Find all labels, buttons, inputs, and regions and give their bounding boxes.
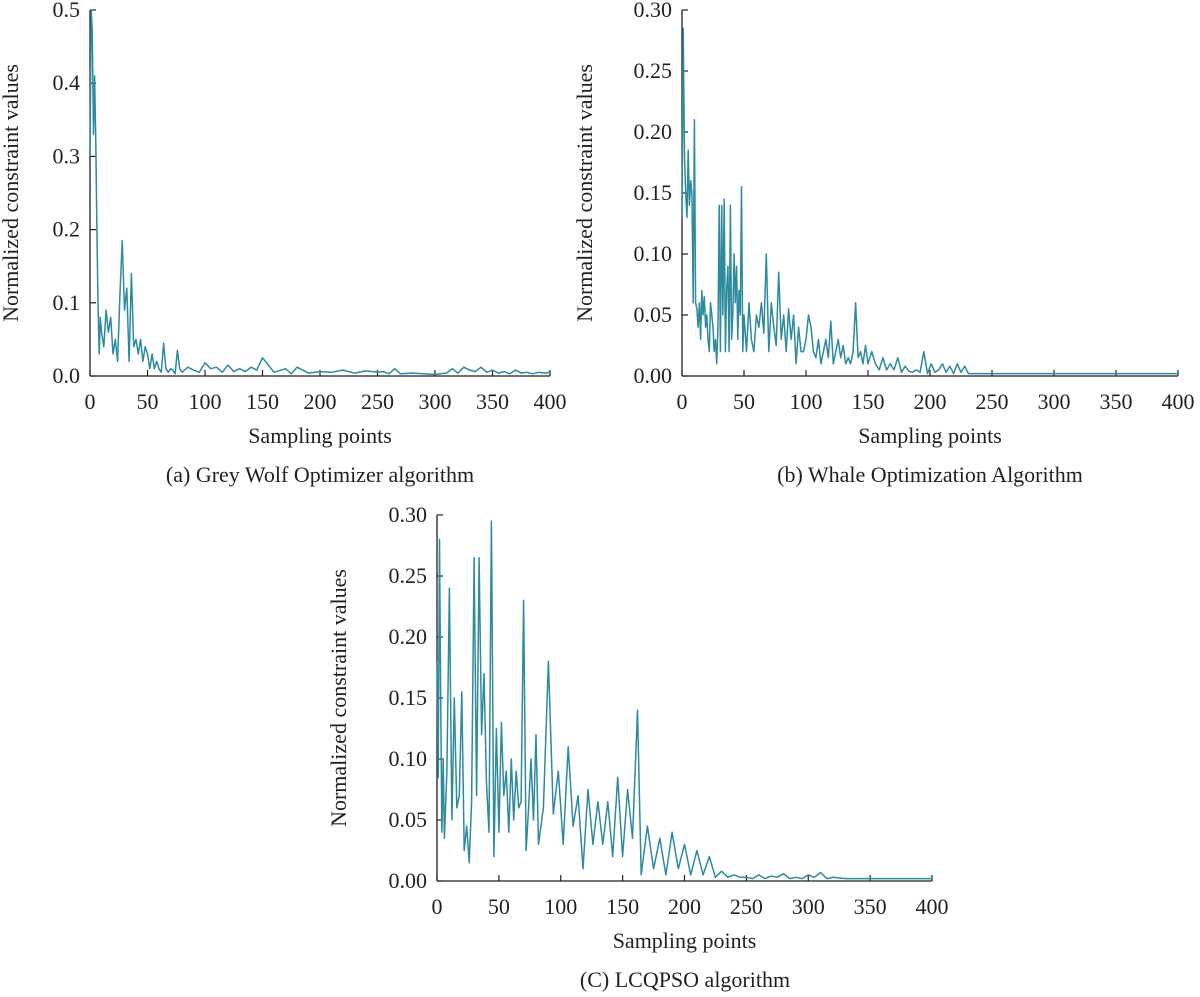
x-tick-label: 250	[361, 389, 394, 414]
y-tick-label: 0.00	[389, 868, 428, 893]
x-tick-label: 350	[854, 894, 887, 919]
series-line	[436, 520, 932, 880]
y-tick-label: 0.05	[634, 302, 673, 327]
x-tick-label: 150	[246, 389, 279, 414]
x-tick-label: 300	[1038, 389, 1071, 414]
x-axis-title: Sampling points	[613, 928, 757, 953]
x-tick-label: 400	[916, 894, 949, 919]
y-tick-label: 0.30	[389, 502, 428, 527]
panel-grey-wolf: 0.0 0.1 0.2 0.3 0.4 0.5 0 50 100 150 200 250 300 350 4…	[0, 0, 567, 487]
x-tick-label: 100	[790, 389, 823, 414]
y-tick-label: 0.0	[53, 363, 81, 388]
x-tick-label: 100	[544, 894, 577, 919]
x-tick-label: 150	[606, 894, 639, 919]
y-tick-label: 0.5	[53, 0, 81, 22]
x-tick-label: 50	[137, 389, 159, 414]
panel-caption: (a) Grey Wolf Optimizer algorithm	[166, 462, 474, 487]
series-line	[681, 27, 1178, 375]
x-tick-label: 300	[419, 389, 452, 414]
x-tick-label: 250	[730, 894, 763, 919]
x-axis-title: Sampling points	[248, 423, 392, 448]
y-tick-label: 0.2	[53, 217, 81, 242]
y-tick-label: 0.10	[389, 746, 428, 771]
y-tick-label: 0.15	[389, 685, 428, 710]
x-tick-label: 50	[488, 894, 510, 919]
x-tick-label: 350	[476, 389, 509, 414]
x-tick-label: 200	[668, 894, 701, 919]
x-axis-title: Sampling points	[858, 423, 1002, 448]
x-tick-label: 400	[534, 389, 567, 414]
y-axis-title: Normalized constraint values	[572, 64, 597, 322]
x-tick-label: 100	[189, 389, 222, 414]
x-tick-label: 150	[852, 389, 885, 414]
x-tick-label: 0	[85, 389, 96, 414]
y-tick-label: 0.25	[634, 58, 673, 83]
series-line	[89, 9, 551, 376]
x-tick-label: 250	[976, 389, 1009, 414]
x-tick-label: 400	[1162, 389, 1195, 414]
panel-whale: 0.00 0.05 0.10 0.15 0.20 0.25 0.30 0 50 100 150 200…	[572, 0, 1195, 487]
x-tick-label: 350	[1100, 389, 1133, 414]
y-tick-label: 0.3	[53, 143, 81, 168]
y-axis-title: Normalized constraint values	[0, 64, 23, 322]
y-tick-label: 0.05	[389, 807, 428, 832]
x-tick-label: 300	[792, 894, 825, 919]
y-tick-label: 0.10	[634, 241, 673, 266]
x-tick-label: 0	[432, 894, 443, 919]
y-tick-label: 0.20	[634, 119, 673, 144]
y-tick-label: 0.00	[634, 363, 673, 388]
panel-lcqpso: 0.00 0.05 0.10 0.15 0.20 0.25 0.30 0 50 100 150 200…	[326, 502, 949, 992]
y-tick-label: 0.20	[389, 624, 428, 649]
x-tick-label: 200	[304, 389, 337, 414]
y-tick-label: 0.1	[53, 290, 81, 315]
y-tick-label: 0.15	[634, 180, 673, 205]
panel-caption: (b) Whale Optimization Algorithm	[777, 462, 1083, 487]
y-axis-title: Normalized constraint values	[326, 569, 351, 827]
x-tick-label: 50	[733, 389, 755, 414]
x-tick-label: 0	[677, 389, 688, 414]
y-tick-label: 0.25	[389, 563, 428, 588]
y-tick-label: 0.4	[53, 70, 81, 95]
panel-caption: (C) LCQPSO algorithm	[580, 967, 790, 992]
x-tick-label: 200	[914, 389, 947, 414]
y-tick-label: 0.30	[634, 0, 673, 22]
